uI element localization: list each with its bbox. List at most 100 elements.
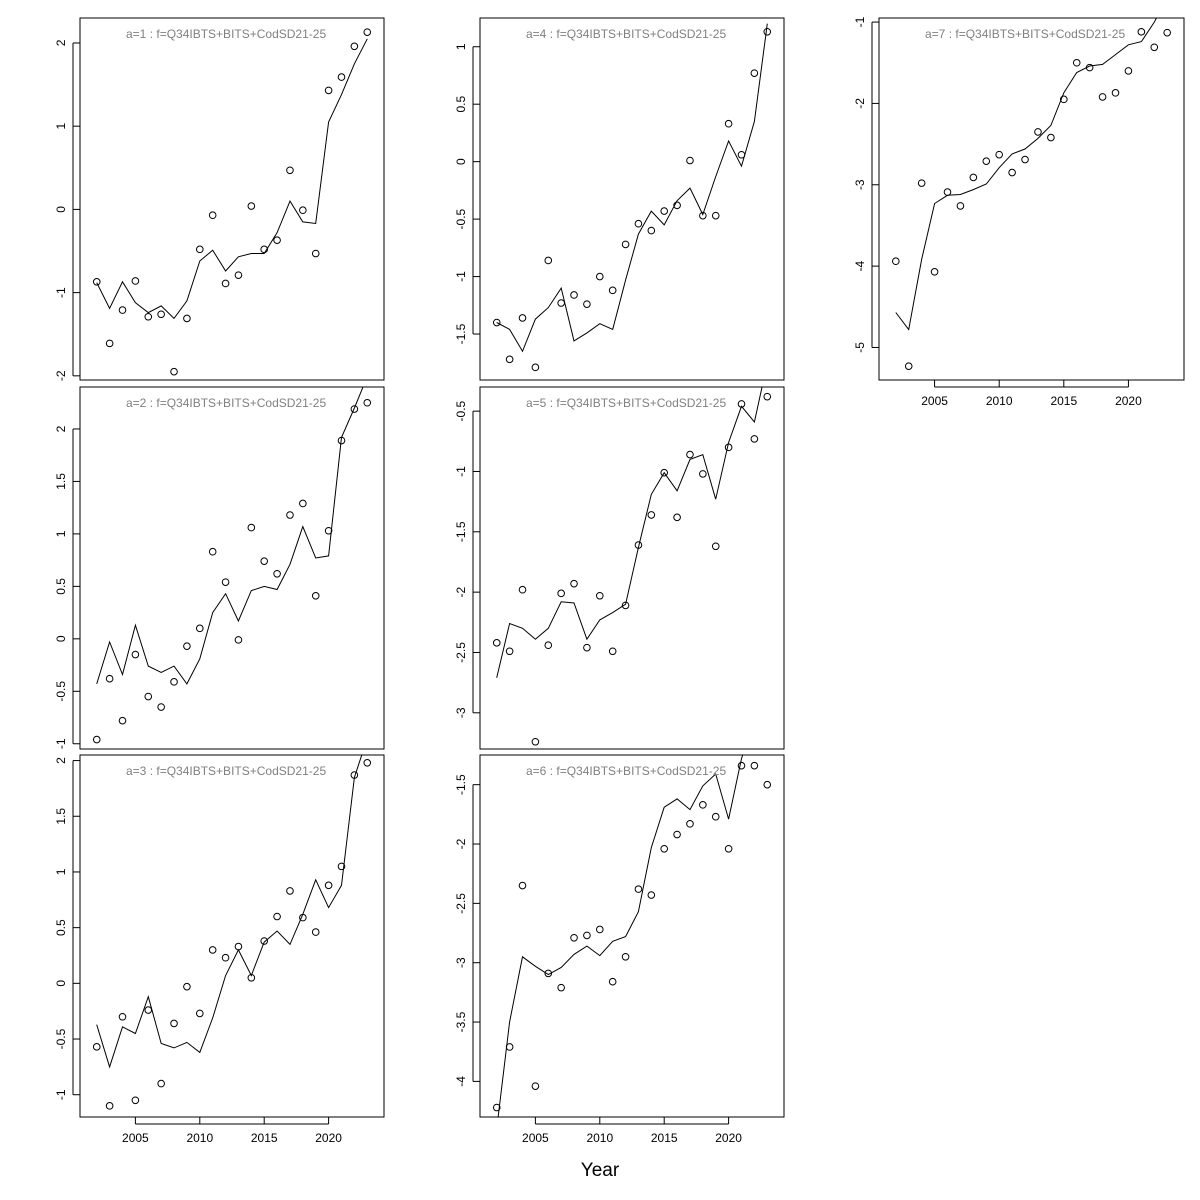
observed-point — [350, 771, 359, 779]
observed-point — [982, 157, 991, 165]
observed-point — [131, 650, 140, 659]
observed-point — [337, 862, 346, 871]
y-tick-label: -1 — [54, 738, 68, 749]
observed-point — [1150, 43, 1159, 52]
observed-point — [492, 639, 501, 647]
observed-point — [1008, 168, 1016, 177]
observed-point — [750, 435, 759, 443]
observed-point — [273, 236, 281, 244]
fitted-line — [96, 387, 364, 685]
x-axis-label: Year — [580, 1160, 620, 1181]
observed-point — [892, 257, 900, 266]
y-tick-label: -5 — [853, 342, 867, 353]
y-tick-label: 2 — [54, 757, 68, 764]
y-tick-label: -4 — [853, 260, 867, 271]
y-tick-label: -2 — [853, 98, 867, 109]
observed-point — [183, 982, 191, 991]
plot-frame — [79, 386, 385, 750]
observed-point — [711, 211, 720, 220]
observed-point — [157, 310, 165, 319]
plot-frame — [479, 386, 785, 750]
observed-point — [557, 589, 565, 598]
y-tick-label: 1.5 — [54, 808, 68, 825]
observed-point — [608, 286, 617, 295]
panel-3: -1 -0.5 0 0.5 1 1.5 2 2005 2010 2015 2020 a=3 : f=Q… — [54, 754, 385, 1145]
observed-point — [260, 557, 269, 565]
y-tick-label: 2 — [54, 39, 68, 46]
observed-point — [634, 219, 643, 228]
fitted-line — [96, 755, 363, 1069]
observed-point — [724, 119, 733, 128]
observed-point — [570, 933, 578, 942]
panel-5: -3 -2.5 -2 -1.5 -1 -0.5 a=5 : f=Q34IBTS+BITS+C… — [454, 386, 785, 750]
observed-point — [118, 716, 127, 725]
x-tick-label: 2015 — [1050, 394, 1077, 408]
observed-point — [157, 703, 165, 711]
observed-point — [363, 758, 372, 767]
observed-point — [621, 601, 630, 610]
observed-point — [686, 156, 694, 165]
y-tick-label: -1.5 — [454, 323, 468, 344]
observed-point — [647, 891, 656, 899]
observed-point — [904, 362, 913, 370]
observed-point — [170, 1019, 178, 1028]
observed-point — [492, 1103, 501, 1112]
plot-frame — [878, 17, 1185, 381]
observed-point — [750, 761, 759, 770]
panel-title: a=5 : f=Q34IBTS+BITS+CodSD21-25 — [526, 396, 726, 410]
observed-point — [505, 1043, 514, 1051]
observed-point — [311, 249, 320, 258]
observed-point — [1085, 63, 1094, 72]
observed-point — [724, 443, 733, 452]
y-tick-label: 0 — [54, 206, 68, 213]
observed-point — [170, 367, 178, 376]
y-tick-label: -1.5 — [454, 521, 468, 542]
fitted-line — [895, 18, 1158, 331]
observed-point — [247, 973, 256, 982]
observed-point — [660, 844, 669, 853]
observed-point — [221, 578, 230, 586]
y-tick-label: -2 — [54, 370, 68, 381]
observed-point — [234, 942, 243, 951]
observed-point — [92, 735, 101, 744]
observed-point — [595, 272, 604, 281]
observed-point — [608, 647, 617, 656]
panel-7: -5 -4 -3 -2 -1 2005 2010 2015 2020 a=7 : f=Q34IBT… — [853, 16, 1185, 408]
observed-point — [350, 405, 359, 413]
observed-point — [1021, 155, 1029, 164]
observed-point — [544, 256, 553, 265]
observed-point — [118, 306, 127, 314]
panel-title: a=1 : f=Q34IBTS+BITS+CodSD21-25 — [126, 27, 326, 41]
observed-point — [118, 1012, 127, 1021]
observed-point — [208, 547, 217, 556]
y-tick-label: 0.5 — [54, 578, 68, 595]
y-tick-label: -1 — [853, 16, 867, 27]
observed-point — [995, 150, 1003, 159]
observed-point — [195, 1009, 204, 1018]
y-tick-label: -1 — [454, 271, 468, 282]
observed-point — [286, 511, 294, 519]
observed-point — [737, 150, 746, 159]
observed-point — [595, 925, 604, 934]
panel-title: a=2 : f=Q34IBTS+BITS+CodSD21-25 — [126, 396, 326, 410]
observed-point — [763, 780, 772, 789]
y-tick-label: -0.5 — [54, 681, 68, 702]
observed-point — [737, 761, 746, 770]
y-tick-label: -3 — [454, 707, 468, 718]
observed-point — [299, 206, 307, 215]
x-tick-label: 2020 — [315, 1131, 342, 1145]
observed-point — [621, 952, 630, 961]
y-tick-label: -1 — [54, 1089, 68, 1100]
observed-point — [273, 569, 281, 578]
observed-point — [1137, 28, 1146, 36]
observed-point — [647, 511, 656, 519]
y-tick-label: -3 — [454, 957, 468, 968]
fitted-line — [497, 755, 744, 1117]
observed-point — [531, 1082, 540, 1090]
observed-point — [221, 953, 230, 962]
observed-point — [699, 211, 707, 220]
y-tick-label: -1 — [454, 466, 468, 477]
observed-point — [299, 499, 307, 508]
x-tick-label: 2005 — [122, 1131, 149, 1145]
